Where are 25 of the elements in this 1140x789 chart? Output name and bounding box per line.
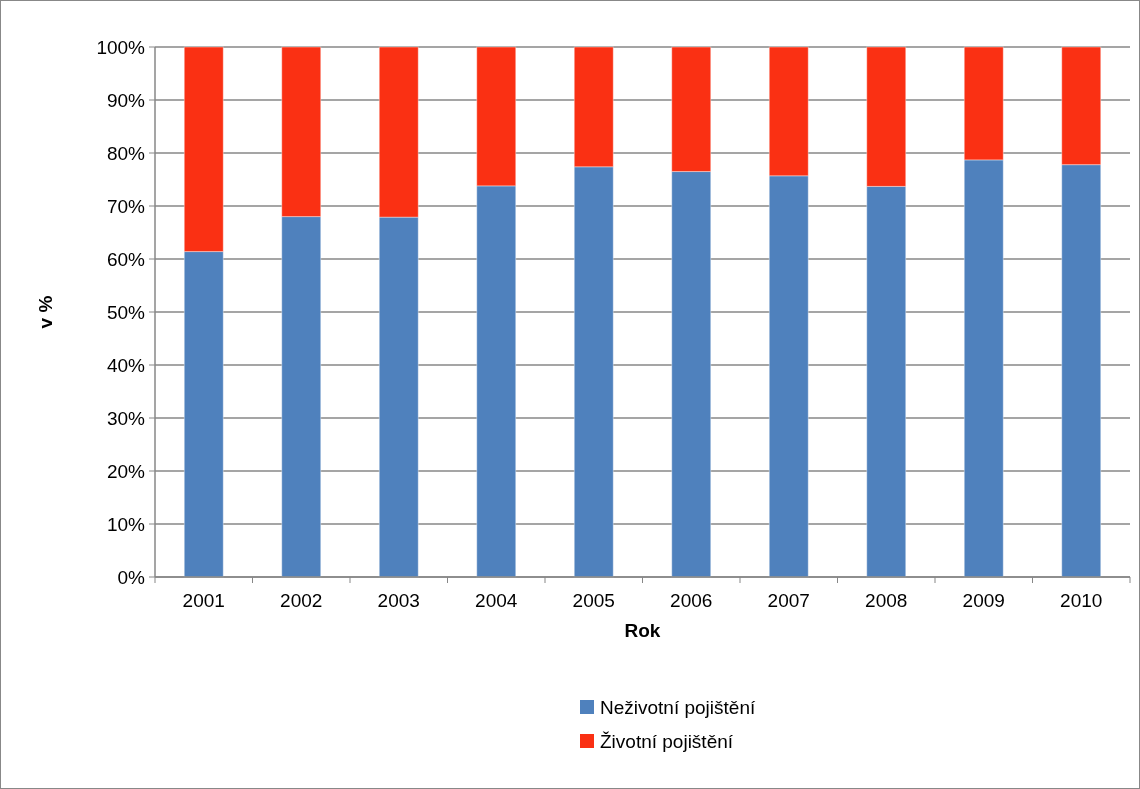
y-tick-label: 50% — [106, 301, 146, 323]
x-tick-label: 2008 — [865, 590, 908, 611]
y-tick-label: 0% — [117, 566, 146, 588]
x-tick-label: 2003 — [377, 590, 420, 611]
y-tick-label: 10% — [106, 513, 146, 535]
y-tick-label: 30% — [106, 407, 146, 429]
legend-label: Životní pojištění — [600, 730, 734, 752]
y-axis-title: v % — [35, 295, 56, 329]
y-tick-label: 60% — [106, 248, 146, 270]
x-tick-label: 2002 — [280, 590, 323, 611]
legend-label: Neživotní pojištění — [600, 696, 756, 718]
x-tick-label: 2001 — [182, 590, 225, 611]
x-tick-label: 2010 — [1060, 590, 1103, 611]
x-tick-label: 2004 — [475, 590, 518, 611]
y-tick-label: 90% — [106, 89, 146, 111]
y-tick-label: 100% — [96, 36, 146, 58]
x-tick-label: 2007 — [767, 590, 810, 611]
x-tick-label: 2005 — [572, 590, 615, 611]
y-tick-label: 80% — [106, 142, 146, 164]
y-tick-label: 40% — [106, 354, 146, 376]
x-tick-label: 2009 — [962, 590, 1005, 611]
y-tick-label: 70% — [106, 195, 146, 217]
y-tick-label: 20% — [106, 460, 146, 482]
x-axis-title: Rok — [624, 620, 661, 641]
x-tick-label: 2006 — [670, 590, 713, 611]
